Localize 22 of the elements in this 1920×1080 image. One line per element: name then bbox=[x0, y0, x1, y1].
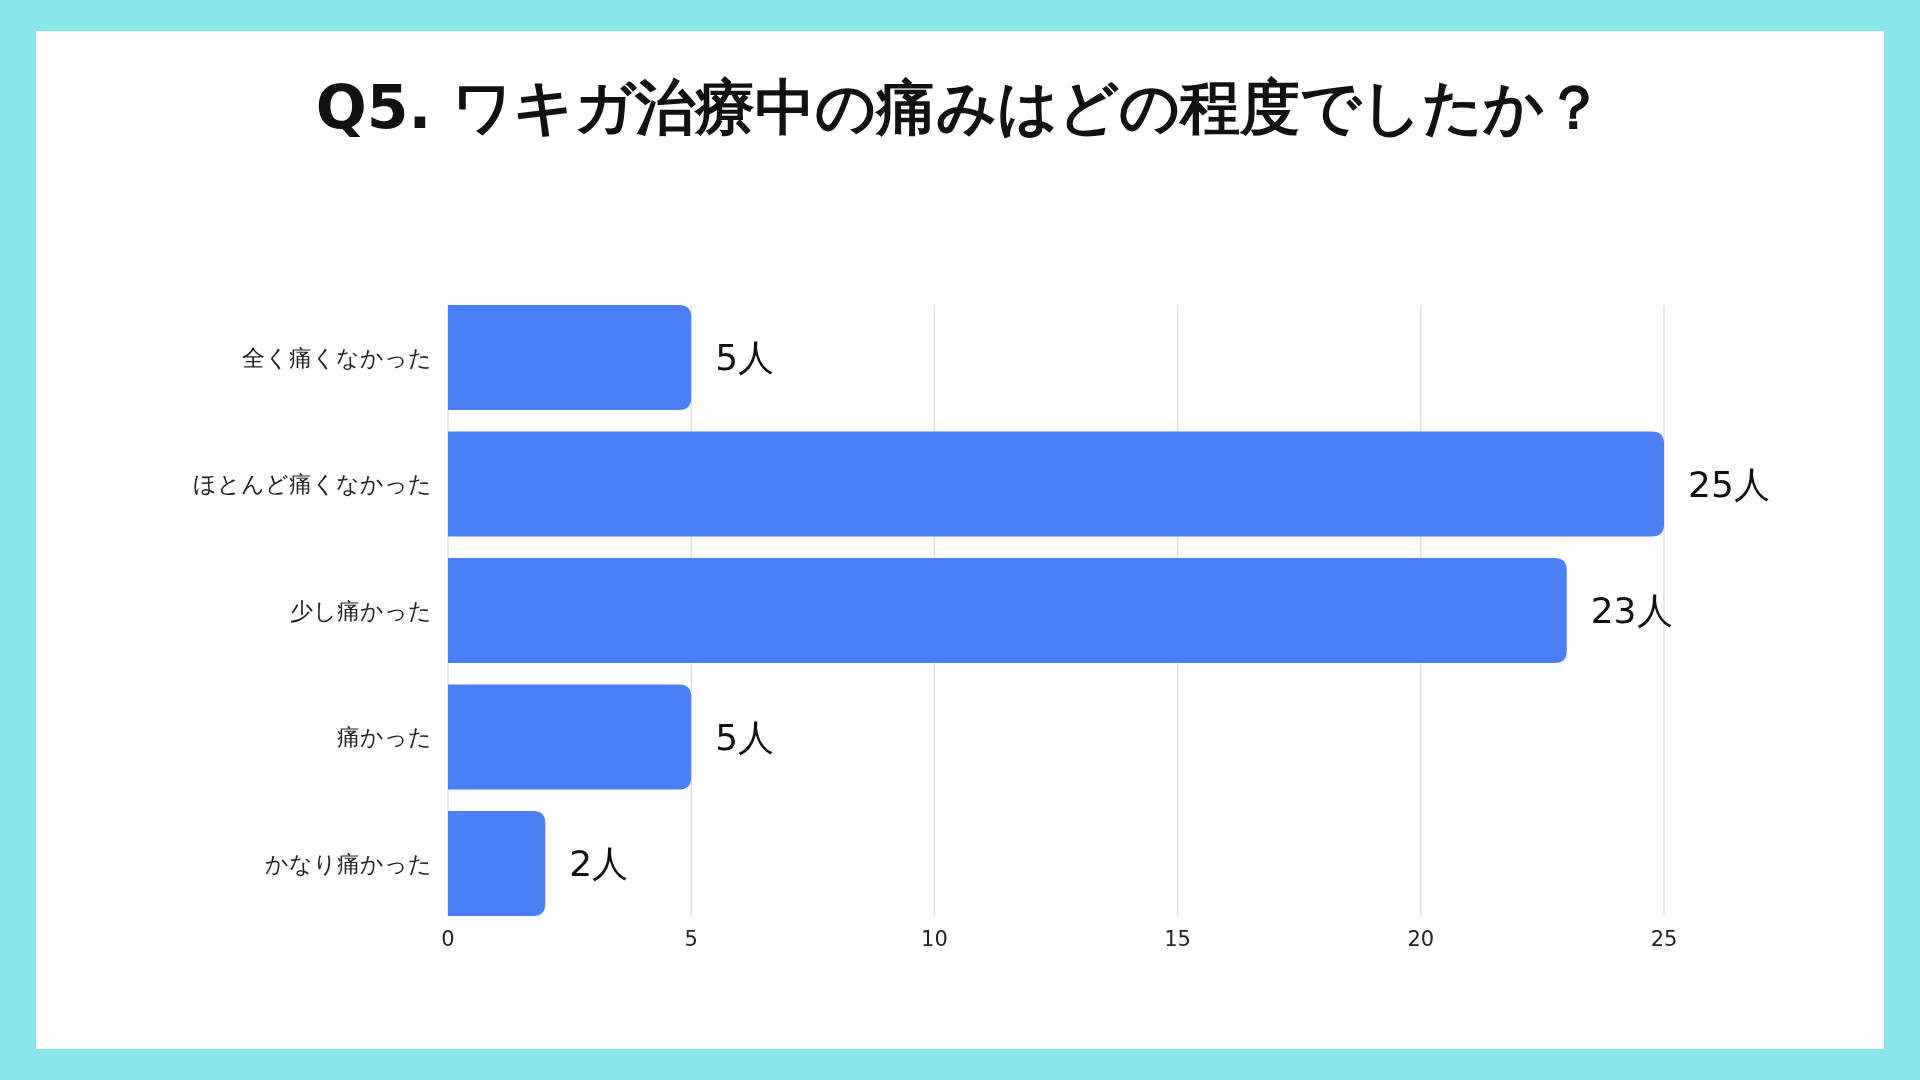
y-tick-label: かなり痛かった bbox=[265, 850, 432, 877]
x-tick-label: 0 bbox=[441, 927, 455, 951]
x-tick-label: 5 bbox=[684, 927, 698, 951]
data-label: 25人 bbox=[1688, 463, 1770, 505]
x-tick-label: 25 bbox=[1650, 927, 1678, 951]
y-tick-label: 全く痛くなかった bbox=[242, 344, 432, 371]
bar bbox=[448, 811, 546, 916]
bar bbox=[448, 558, 1567, 663]
chart-title: Q5. ワキガ治療中の痛みはどの程度でしたか？ bbox=[315, 72, 1605, 142]
data-label: 23人 bbox=[1590, 590, 1673, 632]
bar bbox=[448, 684, 692, 790]
y-tick-label: ほとんど痛くなかった bbox=[193, 471, 432, 498]
x-tick-label: 10 bbox=[921, 927, 948, 951]
data-label: 5人 bbox=[715, 337, 775, 379]
data-label: 2人 bbox=[569, 843, 629, 885]
bar bbox=[448, 431, 1664, 537]
bar bbox=[448, 305, 692, 410]
y-tick-label: 少し痛かった bbox=[290, 597, 432, 624]
x-tick-label: 20 bbox=[1407, 927, 1435, 951]
y-tick-label: 痛かった bbox=[337, 724, 432, 751]
data-label: 5人 bbox=[715, 716, 775, 758]
x-tick-label: 15 bbox=[1164, 927, 1191, 951]
